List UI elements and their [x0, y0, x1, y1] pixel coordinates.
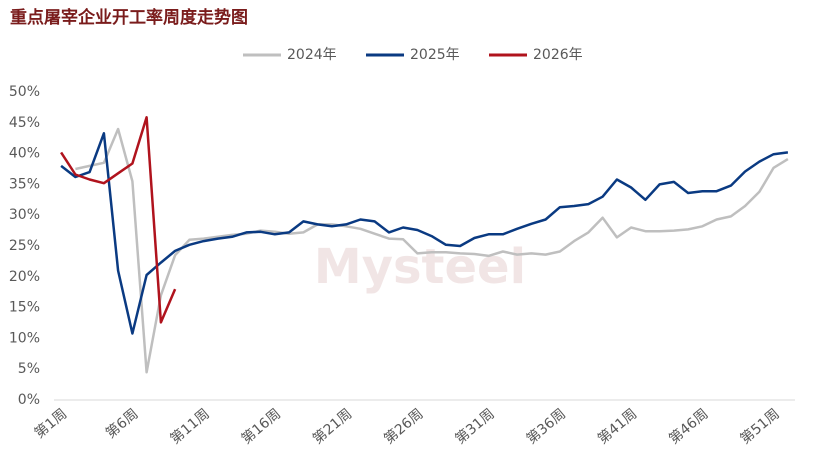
x-tick-label: 第6周	[102, 405, 141, 442]
y-tick-label: 15%	[9, 300, 40, 316]
x-tick-label: 第21周	[309, 405, 355, 447]
y-tick-label: 10%	[9, 330, 40, 346]
y-tick-label: 0%	[18, 392, 40, 408]
y-tick-label: 5%	[18, 361, 40, 377]
y-tick-label: 20%	[9, 269, 40, 285]
x-tick-label: 第51周	[737, 405, 783, 447]
y-tick-label: 35%	[9, 176, 40, 192]
x-tick-label: 第36周	[523, 405, 569, 447]
y-tick-label: 30%	[9, 207, 40, 223]
x-tick-label: 第1周	[31, 405, 70, 442]
series-line	[60, 132, 789, 335]
x-tick-label: 第26周	[380, 405, 426, 447]
y-tick-label: 50%	[9, 84, 40, 100]
x-tick-label: 第11周	[167, 405, 213, 447]
chart-title: 重点屠宰企业开工率周度走势图	[10, 7, 248, 28]
x-tick-label: 第16周	[238, 405, 284, 447]
x-tick-label: 第46周	[665, 405, 711, 447]
legend-label: 2026年	[533, 47, 583, 63]
y-tick-label: 25%	[9, 238, 40, 254]
x-tick-label: 第41周	[594, 405, 640, 447]
series-line	[75, 127, 789, 374]
y-tick-label: 45%	[9, 115, 40, 131]
series-line	[60, 116, 177, 324]
x-tick-label: 第31周	[452, 405, 498, 447]
y-tick-label: 40%	[9, 146, 40, 162]
watermark: Mysteel	[314, 239, 526, 295]
legend-label: 2025年	[410, 47, 460, 63]
legend-label: 2024年	[287, 47, 337, 63]
